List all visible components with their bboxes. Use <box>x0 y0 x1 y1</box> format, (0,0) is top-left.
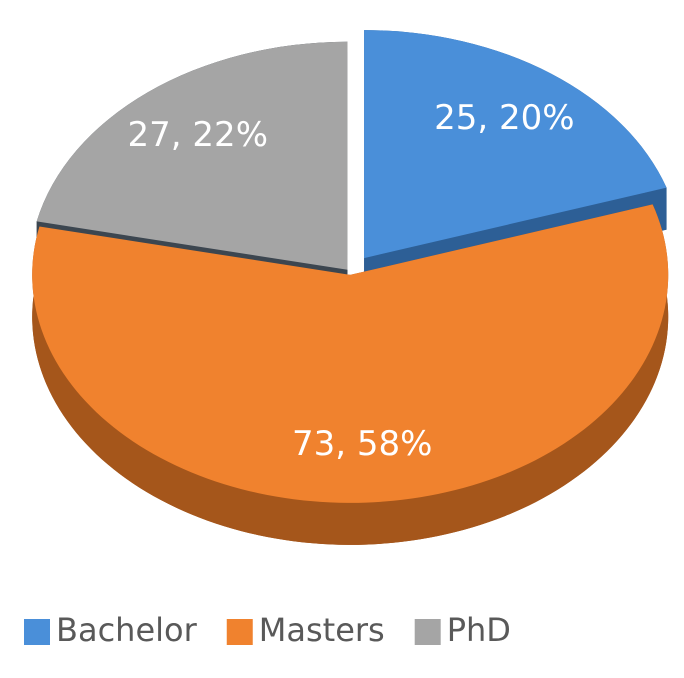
legend-swatch <box>226 619 253 645</box>
legend-label: Masters <box>259 611 385 649</box>
data-label: 27, 22% <box>128 115 268 155</box>
slice <box>36 41 348 270</box>
data-label: 73, 58% <box>292 424 432 464</box>
slice <box>364 30 667 259</box>
legend-label: PhD <box>447 611 511 649</box>
legend-label: Bachelor <box>56 611 198 649</box>
data-label: 25, 20% <box>434 98 574 138</box>
legend-swatch <box>24 619 50 645</box>
legend-swatch <box>414 619 441 645</box>
slice <box>32 204 669 503</box>
